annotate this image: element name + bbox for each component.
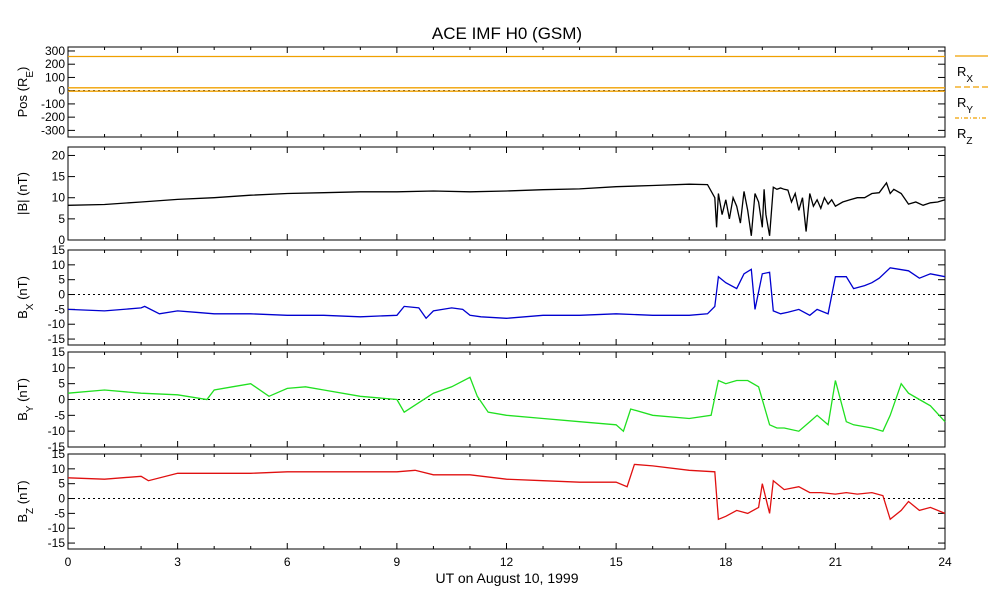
x-tick-label: 15 (609, 555, 623, 569)
y-axis-label-main: Pos (R (15, 78, 30, 118)
panel-by: 15 10 5 0-5 -10 -15 BY (nT) (15, 345, 946, 454)
panel-frame (67, 146, 946, 241)
legend-entry: RZ (957, 126, 973, 147)
y-tick-label: 15 (52, 170, 66, 184)
y-axis-label: BZ (nT) (15, 480, 36, 522)
y-tick-label: 0 (58, 492, 65, 506)
y-tick-label: 15 (52, 243, 66, 257)
panel-frame (67, 453, 946, 550)
legend-entry-main: R (957, 95, 966, 110)
x-tick-label: 24 (938, 555, 952, 569)
y-axis-label: Pos (RE) (15, 67, 36, 118)
y-axis-label: |B| (nT) (15, 172, 30, 215)
y-tick-label: 15 (52, 345, 66, 359)
panel-frame (67, 46, 946, 138)
y-axis-label-subscript: Y (25, 405, 36, 412)
y-tick-label: -5 (54, 408, 65, 422)
y-tick-label: -5 (54, 506, 65, 520)
x-axis: 0 3 6 9 12 15 18 21 24 (65, 555, 952, 569)
y-tick-label: -200 (41, 110, 65, 124)
series-line-b_y (67, 376, 946, 433)
x-axis-label: UT on August 10, 1999 (436, 570, 579, 586)
y-tick-label: 5 (58, 377, 65, 391)
y-tick-label: -100 (41, 97, 65, 111)
legend-entry-main: R (957, 126, 966, 141)
series-line-b_x (67, 267, 946, 320)
y-axis-label-end: ) (15, 67, 30, 71)
legend-entry-subscript: Z (966, 136, 972, 147)
y-tick-label: -5 (54, 302, 65, 316)
legend-entry-subscript: Y (966, 105, 973, 116)
series-line-b (67, 181, 946, 236)
x-tick-label: 21 (829, 555, 843, 569)
x-tick-label: 18 (719, 555, 733, 569)
y-axis-label-main: |B| (nT) (15, 172, 30, 215)
y-tick-label: 200 (45, 57, 65, 71)
y-tick-label: -10 (48, 521, 66, 535)
y-tick-label: 0 (58, 393, 65, 407)
y-tick-label: 0 (58, 84, 65, 98)
y-tick-label: -300 (41, 123, 65, 137)
legend-entry-main: R (957, 64, 966, 79)
y-tick-label: 5 (58, 477, 65, 491)
y-tick-label: 5 (58, 212, 65, 226)
y-tick-label: -15 (48, 440, 66, 454)
y-axis-label-main: B (15, 310, 30, 319)
chart-title: ACE IMF H0 (GSM) (432, 24, 582, 43)
y-tick-label: 10 (52, 258, 66, 272)
x-tick-label: 0 (65, 555, 72, 569)
x-tick-label: 3 (174, 555, 181, 569)
y-axis-label-end: (nT) (15, 276, 30, 303)
y-axis-label-end: (nT) (15, 480, 30, 507)
legend-entry: RX (957, 64, 973, 85)
y-axis-label-main: B (15, 514, 30, 523)
x-tick-label: 6 (284, 555, 291, 569)
y-axis-label: BX (nT) (15, 276, 36, 319)
panel-frame (67, 249, 946, 346)
legend-entry: RY (957, 95, 973, 116)
y-axis-label-subscript: E (25, 71, 36, 78)
y-axis-label-subscript: Z (25, 508, 36, 514)
y-tick-label: 20 (52, 148, 66, 162)
y-tick-label: 10 (52, 361, 66, 375)
y-tick-label: -15 (48, 536, 66, 550)
y-axis-label-main: B (15, 412, 30, 421)
y-tick-label: 15 (52, 447, 66, 461)
y-tick-label: 0 (58, 233, 65, 247)
y-axis-label-subscript: X (25, 303, 36, 310)
y-tick-label: 100 (45, 70, 65, 84)
y-axis-label-end: (nT) (15, 378, 30, 405)
y-tick-label: 5 (58, 273, 65, 287)
legend-entry-subscript: X (966, 74, 973, 85)
panel-bt: 20 15 10 5 0 |B| (nT) (15, 146, 946, 247)
x-tick-label: 9 (394, 555, 401, 569)
y-tick-label: -10 (48, 317, 66, 331)
y-tick-label: 10 (52, 191, 66, 205)
y-axis-label: BY (nT) (15, 378, 36, 421)
y-tick-label: 10 (52, 462, 66, 476)
series-line-b_z (67, 463, 946, 521)
y-tick-label: 300 (45, 44, 65, 58)
y-tick-label: -15 (48, 332, 66, 346)
y-tick-label: -10 (48, 424, 66, 438)
y-tick-label: 0 (58, 288, 65, 302)
x-tick-label: 12 (500, 555, 514, 569)
